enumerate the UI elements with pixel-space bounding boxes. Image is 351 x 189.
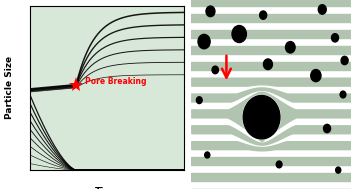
Circle shape xyxy=(331,34,339,42)
Circle shape xyxy=(248,101,256,111)
Circle shape xyxy=(264,59,272,70)
Circle shape xyxy=(318,5,326,14)
Circle shape xyxy=(285,42,295,53)
Circle shape xyxy=(232,26,246,43)
Circle shape xyxy=(197,97,202,104)
Circle shape xyxy=(340,91,346,98)
Circle shape xyxy=(260,11,267,19)
Circle shape xyxy=(243,95,280,139)
Text: Pore Breaking: Pore Breaking xyxy=(85,77,147,86)
Circle shape xyxy=(276,161,282,168)
Circle shape xyxy=(324,124,331,133)
Circle shape xyxy=(341,56,348,65)
Circle shape xyxy=(212,66,218,74)
Text: Particle Size: Particle Size xyxy=(5,56,14,119)
Circle shape xyxy=(205,152,210,158)
Circle shape xyxy=(243,95,280,139)
Circle shape xyxy=(311,70,321,82)
Text: Time: Time xyxy=(95,187,119,189)
Circle shape xyxy=(206,6,215,17)
Circle shape xyxy=(336,167,341,173)
Circle shape xyxy=(198,34,210,49)
